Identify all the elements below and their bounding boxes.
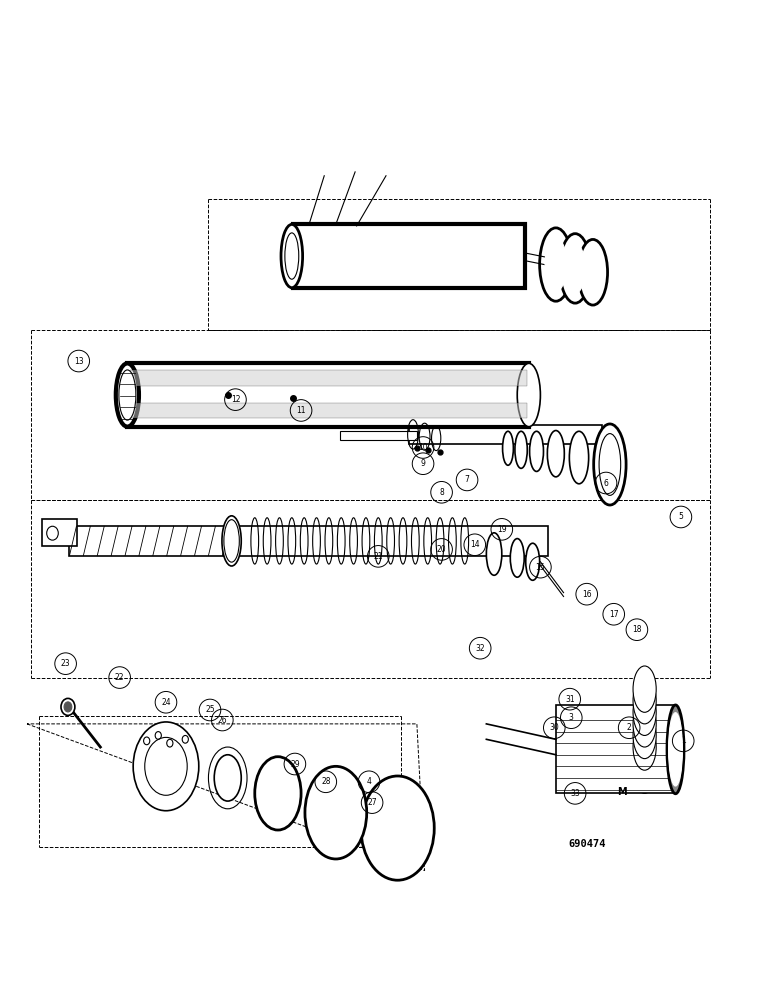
Ellipse shape — [255, 757, 301, 830]
Text: 29: 29 — [290, 760, 300, 769]
Ellipse shape — [669, 713, 682, 786]
Text: 9: 9 — [421, 459, 425, 468]
Text: 32: 32 — [476, 644, 485, 653]
Bar — [556, 705, 676, 793]
Text: 16: 16 — [582, 590, 591, 599]
Ellipse shape — [119, 370, 136, 420]
Ellipse shape — [64, 702, 72, 712]
Ellipse shape — [633, 712, 656, 759]
Text: 17: 17 — [609, 610, 618, 619]
Ellipse shape — [633, 689, 656, 735]
Ellipse shape — [133, 722, 198, 811]
Text: 11: 11 — [296, 406, 306, 415]
Ellipse shape — [530, 431, 543, 471]
Text: 14: 14 — [470, 540, 479, 549]
Ellipse shape — [565, 243, 585, 293]
Ellipse shape — [633, 701, 656, 747]
Ellipse shape — [633, 666, 656, 712]
Ellipse shape — [569, 431, 588, 484]
Ellipse shape — [547, 431, 564, 477]
Ellipse shape — [314, 778, 357, 847]
Text: 3: 3 — [569, 713, 574, 722]
Ellipse shape — [144, 737, 187, 795]
Ellipse shape — [285, 233, 299, 279]
Text: 27: 27 — [367, 798, 377, 807]
Ellipse shape — [116, 363, 139, 427]
Text: 690474: 690474 — [568, 839, 605, 849]
Text: M: M — [617, 787, 626, 797]
Text: 25: 25 — [205, 705, 215, 714]
Text: 21: 21 — [374, 552, 383, 561]
Text: 26: 26 — [218, 716, 227, 725]
Text: 33: 33 — [571, 789, 580, 798]
Text: 12: 12 — [231, 395, 240, 404]
Text: 13: 13 — [74, 357, 83, 366]
Ellipse shape — [515, 431, 527, 468]
Ellipse shape — [503, 431, 513, 465]
Ellipse shape — [361, 776, 434, 880]
Text: 28: 28 — [321, 777, 330, 786]
Ellipse shape — [545, 238, 567, 292]
Bar — [293, 224, 525, 288]
Ellipse shape — [667, 705, 684, 794]
Bar — [409, 425, 602, 444]
Ellipse shape — [633, 735, 656, 782]
Text: 18: 18 — [632, 625, 642, 634]
Ellipse shape — [594, 424, 626, 505]
Text: 19: 19 — [497, 525, 506, 534]
Text: 20: 20 — [437, 545, 446, 554]
Ellipse shape — [584, 248, 602, 296]
Text: 15: 15 — [536, 563, 545, 572]
Ellipse shape — [633, 724, 656, 770]
Ellipse shape — [540, 228, 572, 301]
Bar — [340, 431, 417, 440]
Text: 1: 1 — [681, 736, 686, 745]
Bar — [130, 370, 527, 386]
Ellipse shape — [578, 239, 608, 305]
Ellipse shape — [633, 678, 656, 724]
Bar — [127, 363, 529, 427]
Text: 8: 8 — [439, 488, 444, 497]
Text: 23: 23 — [61, 659, 70, 668]
Ellipse shape — [486, 533, 502, 575]
Text: 31: 31 — [565, 695, 574, 704]
Ellipse shape — [633, 747, 656, 793]
Text: 4: 4 — [367, 777, 371, 786]
Ellipse shape — [224, 520, 239, 562]
Text: 6: 6 — [604, 479, 608, 488]
Ellipse shape — [222, 516, 241, 566]
Text: 7: 7 — [465, 475, 469, 484]
Text: 10: 10 — [418, 443, 428, 452]
Ellipse shape — [526, 543, 540, 580]
Ellipse shape — [599, 434, 621, 495]
Text: 30: 30 — [550, 723, 559, 732]
Bar — [130, 403, 527, 418]
Ellipse shape — [214, 755, 241, 801]
Ellipse shape — [263, 767, 293, 820]
Bar — [69, 526, 548, 556]
FancyBboxPatch shape — [42, 519, 77, 546]
Text: 2: 2 — [627, 723, 631, 732]
Ellipse shape — [305, 766, 367, 859]
Ellipse shape — [517, 363, 540, 427]
Ellipse shape — [560, 234, 591, 303]
Text: 24: 24 — [161, 698, 171, 707]
Ellipse shape — [281, 224, 303, 288]
Text: 5: 5 — [679, 512, 683, 521]
Ellipse shape — [61, 698, 75, 715]
Text: 22: 22 — [115, 673, 124, 682]
Ellipse shape — [510, 539, 524, 577]
